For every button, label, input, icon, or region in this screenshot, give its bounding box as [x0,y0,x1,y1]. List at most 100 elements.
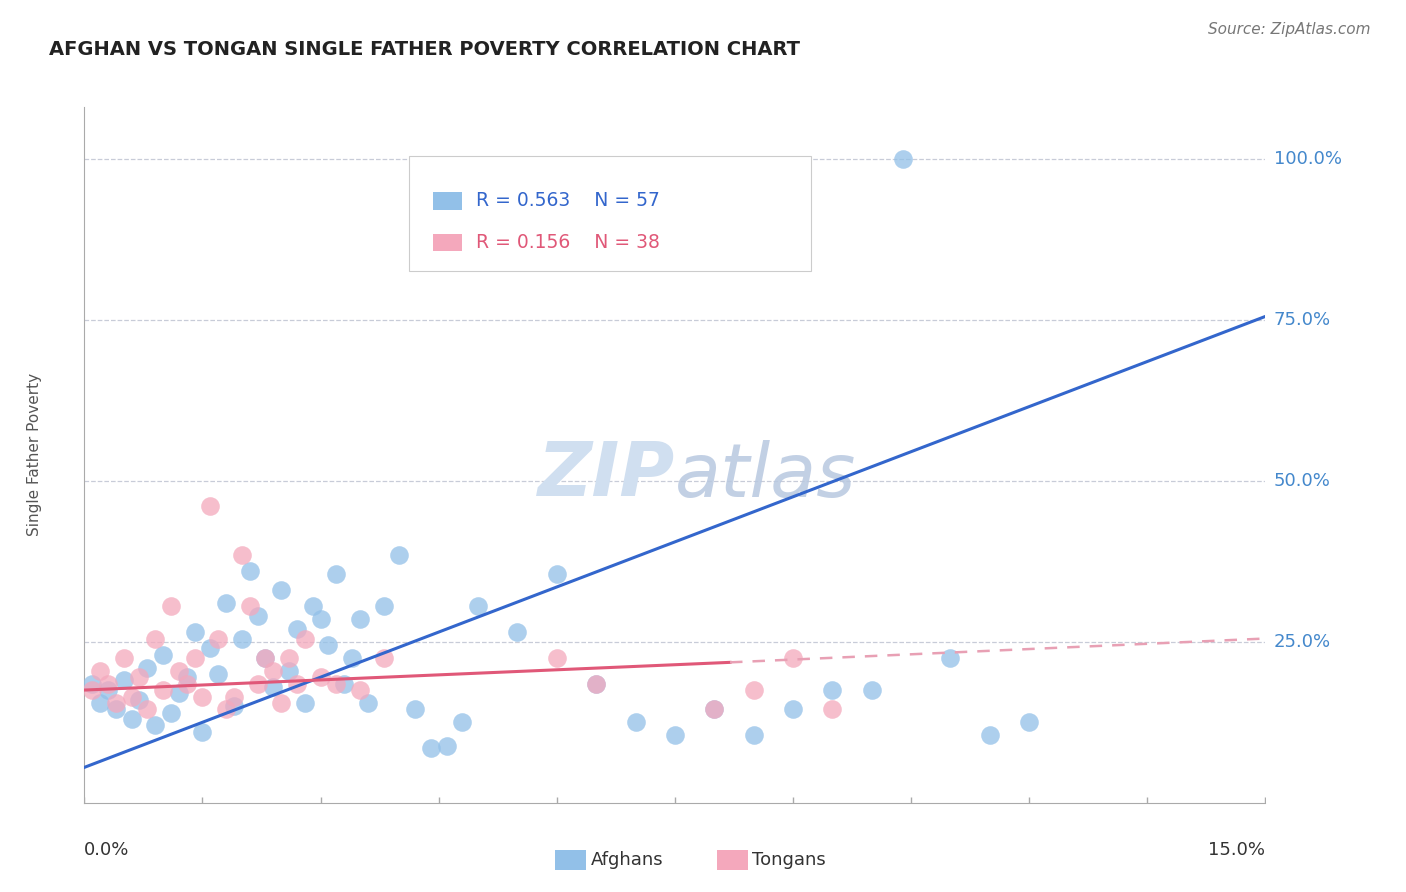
Point [546,651,568,665]
Point [176,676,198,690]
Point [254,651,277,665]
Point [143,632,166,646]
Point [270,696,292,710]
Text: Afghans: Afghans [591,851,664,869]
Point [821,683,844,698]
Text: 0.0%: 0.0% [84,841,129,859]
Point [200,641,222,656]
Point [294,632,316,646]
Point [1018,715,1040,730]
Point [136,660,159,674]
Point [373,651,395,665]
FancyBboxPatch shape [409,156,811,270]
Point [89,696,111,710]
Point [939,651,962,665]
Point [183,651,205,665]
Point [301,599,323,614]
Point [207,632,229,646]
Point [506,625,529,640]
Point [152,648,174,662]
Point [121,690,143,704]
Point [309,670,332,684]
Point [349,683,371,698]
FancyBboxPatch shape [433,193,463,210]
Point [703,702,725,716]
Point [404,702,426,716]
Point [207,667,229,681]
Point [388,548,411,562]
Point [624,715,647,730]
Point [254,651,277,665]
Point [222,699,245,714]
Point [340,651,363,665]
Point [152,683,174,698]
Point [742,728,765,742]
Point [112,673,135,688]
Point [467,599,489,614]
Point [333,676,356,690]
Point [325,676,347,690]
Text: R = 0.563    N = 57: R = 0.563 N = 57 [477,192,661,211]
Point [239,599,262,614]
Text: 75.0%: 75.0% [1274,310,1331,328]
Point [436,739,458,753]
Text: R = 0.156    N = 38: R = 0.156 N = 38 [477,233,661,252]
Point [860,683,883,698]
Point [160,706,183,720]
Point [664,728,686,742]
Point [97,683,120,698]
Point [891,152,914,166]
Point [136,702,159,716]
Text: Source: ZipAtlas.com: Source: ZipAtlas.com [1208,22,1371,37]
Point [167,686,190,700]
Point [246,609,269,624]
Point [742,683,765,698]
Point [191,725,214,739]
Point [183,625,205,640]
Text: 25.0%: 25.0% [1274,632,1331,651]
Point [262,664,284,678]
Point [309,612,332,626]
Point [215,596,238,610]
Point [585,676,607,690]
Point [160,599,183,614]
FancyBboxPatch shape [433,234,463,252]
Point [89,664,111,678]
Text: Single Father Poverty: Single Father Poverty [27,374,42,536]
Point [143,718,166,732]
Point [349,612,371,626]
Point [782,702,804,716]
Text: 15.0%: 15.0% [1208,841,1265,859]
Point [97,676,120,690]
Point [270,583,292,598]
Point [231,632,253,646]
Point [782,651,804,665]
Point [357,696,380,710]
Point [112,651,135,665]
Point [191,690,214,704]
Text: 100.0%: 100.0% [1274,150,1341,168]
Point [246,676,269,690]
Point [318,638,340,652]
Point [176,670,198,684]
Text: Tongans: Tongans [752,851,825,869]
Point [373,599,395,614]
Point [278,651,301,665]
Point [121,712,143,726]
Text: AFGHAN VS TONGAN SINGLE FATHER POVERTY CORRELATION CHART: AFGHAN VS TONGAN SINGLE FATHER POVERTY C… [49,40,800,59]
Point [585,676,607,690]
Text: 50.0%: 50.0% [1274,472,1330,490]
Point [285,676,308,690]
Point [546,567,568,582]
Point [167,664,190,678]
Point [451,715,474,730]
Point [262,680,284,694]
Point [821,702,844,716]
Point [278,664,301,678]
Point [104,702,127,716]
Point [239,564,262,578]
Point [294,696,316,710]
Point [325,567,347,582]
Point [82,683,104,698]
Text: ZIP: ZIP [537,439,675,512]
